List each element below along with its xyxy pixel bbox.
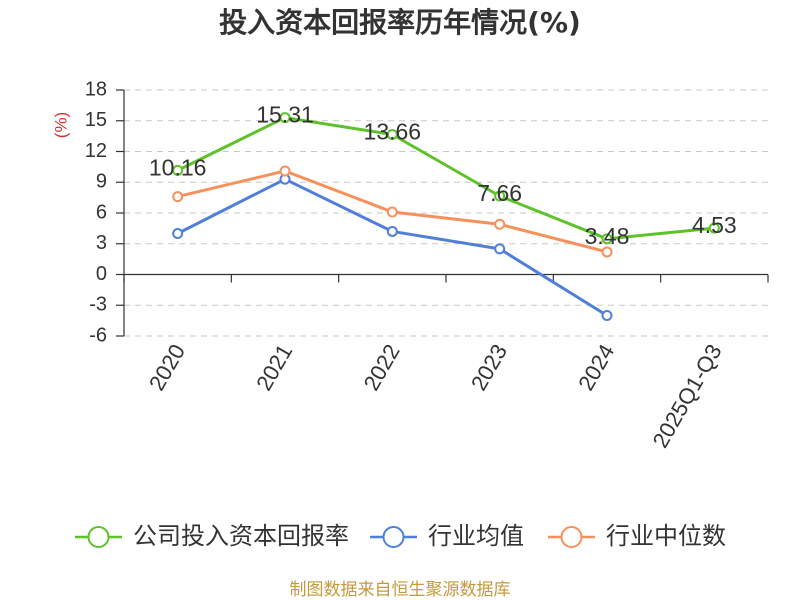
data-label: 15.31 [256,102,314,128]
source-footer: 制图数据来自恒生聚源数据库 [290,580,511,600]
data-point-series-2 [172,191,184,203]
data-label: 3.48 [585,223,630,249]
legend-marker-icon [87,526,110,548]
y-tick-label: 9 [96,171,107,193]
x-tick-label: 2022 [359,340,405,395]
x-tick-label: 2023 [466,340,512,395]
legend-item-2[interactable]: 行业中位数 [548,522,726,550]
plot-series [172,112,720,321]
data-point-series-2 [386,206,398,218]
legend-label: 行业均值 [428,522,524,550]
chart-title: 投入资本回报率历年情况(%) [219,6,581,39]
data-point-series-2 [494,218,506,230]
data-point-series-1 [386,225,398,237]
legend-item-1[interactable]: 行业均值 [370,522,524,550]
data-label: 13.66 [364,119,422,145]
y-tick-label: 0 [96,263,107,285]
data-label: 7.66 [477,180,522,206]
x-tick-label: 2020 [144,340,190,395]
legend-item-0[interactable]: 公司投入资本回报率 [75,522,349,550]
data-point-series-2 [279,165,291,177]
x-tick-label: 2024 [573,340,619,395]
series-line-0 [176,116,716,241]
x-tick-label: 2025Q1-Q3 [648,340,727,452]
y-tick-label: 3 [96,232,107,254]
data-point-series-0 [494,190,506,202]
axes: 18 15 12 9 6 3 0 -3 -6 2020 2021 2022 2023 2024 2025Q1… [85,78,769,452]
x-tick-label: 2021 [251,340,297,395]
data-point-series-0 [279,112,291,124]
y-tick-label: -3 [89,294,107,316]
data-label: 10.16 [149,154,207,180]
y-tick-label: 18 [85,78,107,100]
data-point-series-0 [708,222,720,234]
y-tick-label: 6 [96,201,107,223]
data-point-series-2 [601,246,613,258]
y-tick-label: -6 [89,324,107,346]
legend: 公司投入资本回报率 行业均值 行业中位数 [75,522,726,550]
data-point-series-1 [172,228,184,239]
legend-marker-icon [382,526,405,548]
y-tick-label: 12 [85,140,107,162]
grid-lines [124,89,768,337]
data-point-series-1 [601,310,613,321]
legend-marker-icon [560,526,583,548]
data-labels: 10.16 15.31 13.66 7.66 3.48 4.53 [149,102,737,249]
data-point-series-0 [386,128,398,140]
y-tick-label: 15 [85,109,107,131]
data-point-series-1 [494,243,506,255]
legend-label: 公司投入资本回报率 [133,522,349,550]
data-point-series-0 [172,164,184,176]
y-axis-label: (%) [51,112,70,138]
series-line-1 [176,177,609,317]
data-label: 4.53 [692,212,737,238]
data-point-series-0 [601,233,613,245]
legend-label: 行业中位数 [606,522,726,550]
